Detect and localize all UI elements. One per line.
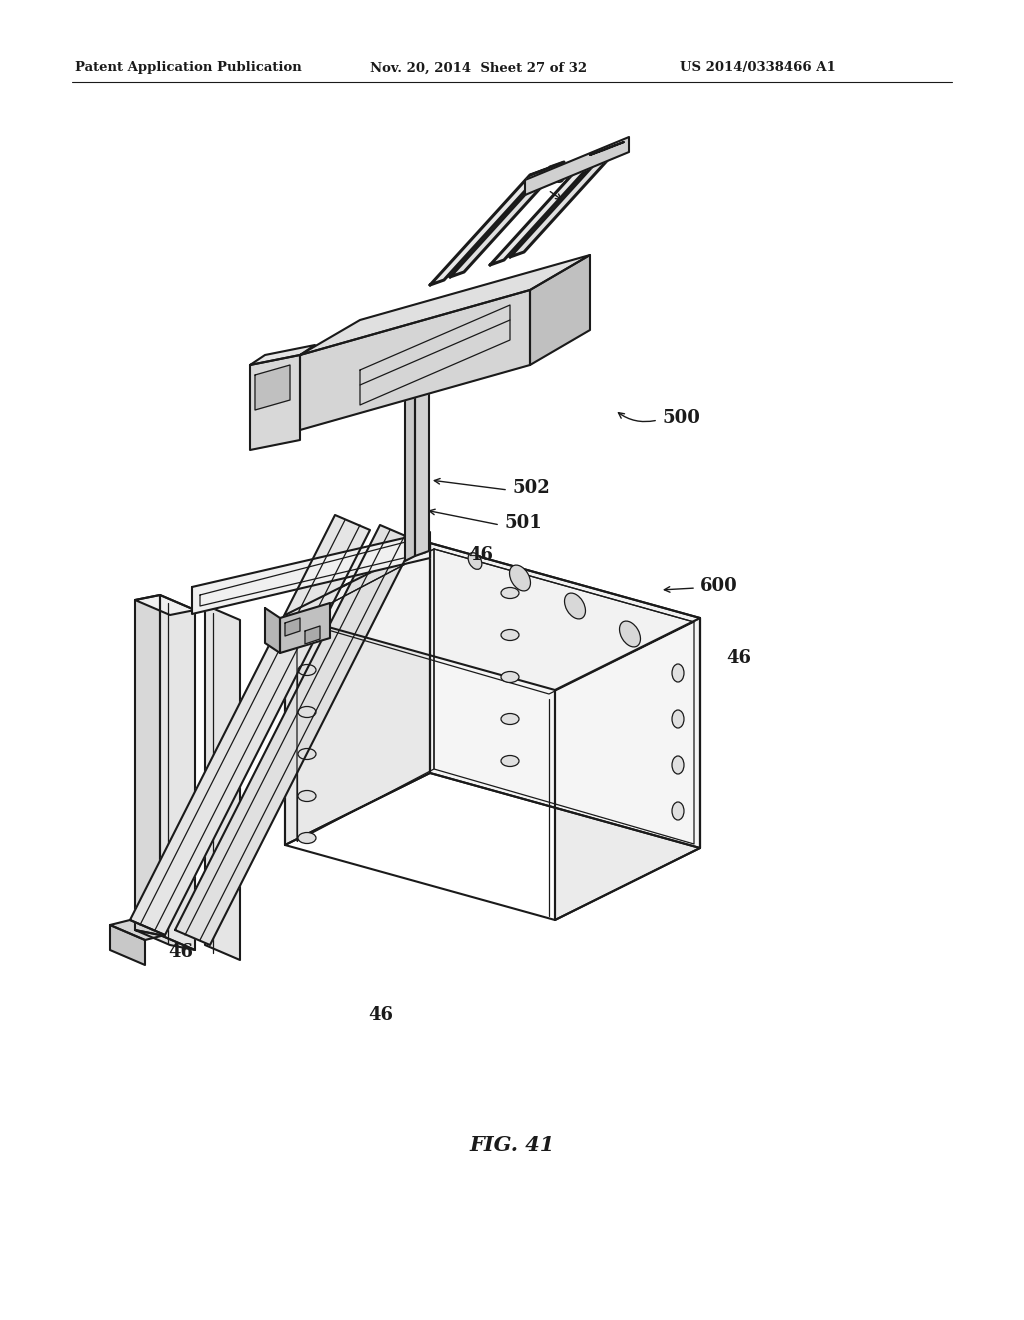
Ellipse shape xyxy=(672,803,684,820)
Polygon shape xyxy=(415,360,429,556)
Text: Nov. 20, 2014  Sheet 27 of 32: Nov. 20, 2014 Sheet 27 of 32 xyxy=(370,62,587,74)
Ellipse shape xyxy=(672,756,684,774)
Polygon shape xyxy=(305,626,319,644)
Polygon shape xyxy=(285,543,700,690)
Polygon shape xyxy=(110,920,165,940)
Polygon shape xyxy=(555,618,700,920)
Polygon shape xyxy=(160,595,195,950)
Ellipse shape xyxy=(501,672,519,682)
Text: 46: 46 xyxy=(726,649,751,667)
Polygon shape xyxy=(530,255,590,366)
Polygon shape xyxy=(250,345,315,366)
Text: 502: 502 xyxy=(512,479,550,498)
Polygon shape xyxy=(193,532,430,614)
Ellipse shape xyxy=(298,706,316,718)
Polygon shape xyxy=(135,595,195,615)
Polygon shape xyxy=(265,609,280,653)
Polygon shape xyxy=(135,595,160,935)
Polygon shape xyxy=(530,162,564,176)
Polygon shape xyxy=(285,618,300,636)
Ellipse shape xyxy=(501,630,519,640)
Text: 600: 600 xyxy=(700,577,737,595)
Text: FIG. 41: FIG. 41 xyxy=(469,1135,555,1155)
Polygon shape xyxy=(430,170,544,285)
Polygon shape xyxy=(130,515,370,935)
Ellipse shape xyxy=(298,833,316,843)
Ellipse shape xyxy=(298,664,316,676)
Polygon shape xyxy=(590,143,624,154)
Polygon shape xyxy=(406,366,415,561)
Polygon shape xyxy=(450,162,564,277)
Ellipse shape xyxy=(501,755,519,767)
Polygon shape xyxy=(525,137,629,195)
Polygon shape xyxy=(175,525,415,945)
Polygon shape xyxy=(285,543,430,845)
Text: 501: 501 xyxy=(504,513,542,532)
Text: US 2014/0338466 A1: US 2014/0338466 A1 xyxy=(680,62,836,74)
Polygon shape xyxy=(255,366,290,411)
Ellipse shape xyxy=(298,748,316,759)
Ellipse shape xyxy=(298,791,316,801)
Ellipse shape xyxy=(672,664,684,682)
Text: 46: 46 xyxy=(368,1006,393,1024)
Polygon shape xyxy=(280,603,330,653)
Polygon shape xyxy=(110,925,145,965)
Ellipse shape xyxy=(564,593,586,619)
Polygon shape xyxy=(430,543,700,847)
Text: 500: 500 xyxy=(662,409,699,426)
Text: 503: 503 xyxy=(552,169,590,187)
Polygon shape xyxy=(250,355,300,450)
Ellipse shape xyxy=(501,587,519,598)
Polygon shape xyxy=(300,290,530,430)
Polygon shape xyxy=(510,143,624,257)
Polygon shape xyxy=(490,150,604,265)
Text: 46: 46 xyxy=(468,546,493,564)
Ellipse shape xyxy=(510,565,530,591)
Ellipse shape xyxy=(672,710,684,729)
Polygon shape xyxy=(300,255,590,355)
Ellipse shape xyxy=(620,622,640,647)
Text: Patent Application Publication: Patent Application Publication xyxy=(75,62,302,74)
Ellipse shape xyxy=(501,714,519,725)
Text: 46: 46 xyxy=(168,942,193,961)
Polygon shape xyxy=(135,931,195,950)
Ellipse shape xyxy=(468,553,482,569)
Polygon shape xyxy=(205,605,240,960)
